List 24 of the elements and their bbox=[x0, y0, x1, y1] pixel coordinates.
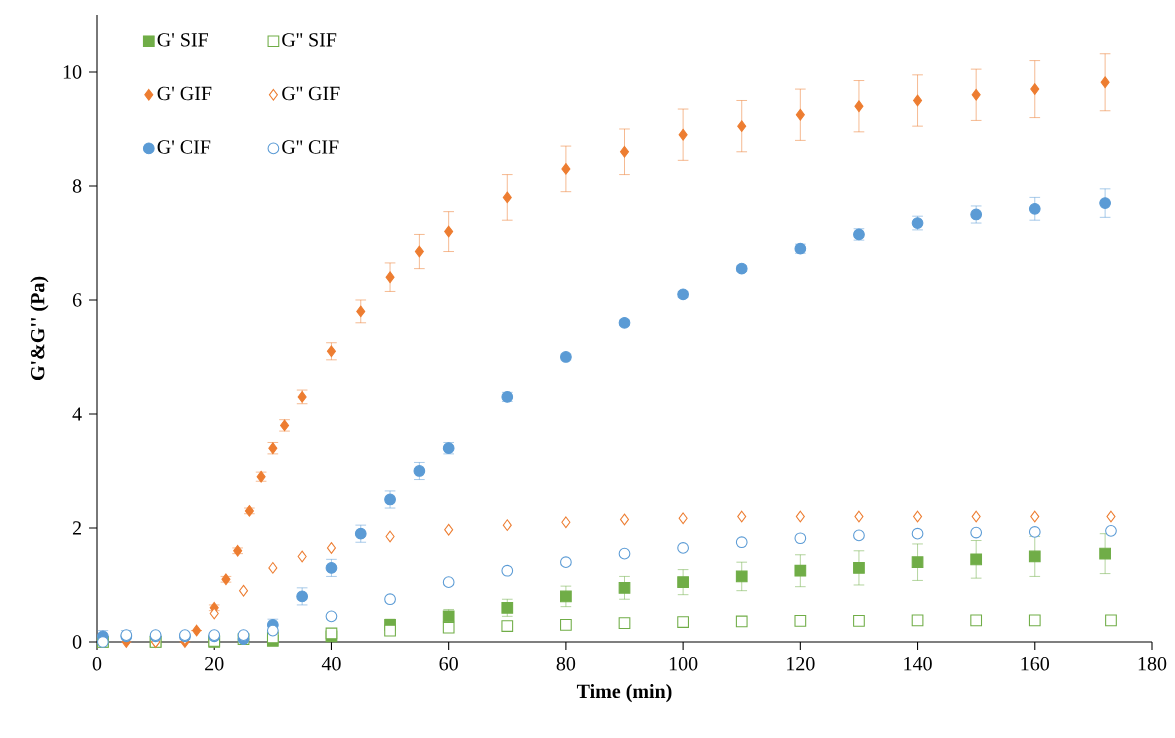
legend-label: G'' SIF bbox=[282, 33, 337, 47]
y-tick-label: 6 bbox=[72, 293, 82, 307]
y-tick-label: 4 bbox=[72, 407, 82, 421]
x-tick-label: 20 bbox=[205, 656, 224, 671]
x-tick-label: 140 bbox=[904, 656, 932, 671]
legend-label: G' CIF bbox=[157, 140, 211, 154]
x-tick-label: 180 bbox=[1138, 656, 1167, 671]
x-tick-label: 120 bbox=[787, 656, 815, 671]
x-axis-title: Time (min) bbox=[576, 684, 672, 703]
legend-label: G'' GIF bbox=[282, 86, 340, 101]
legend-label: G' GIF bbox=[157, 86, 212, 101]
legend-label: G' SIF bbox=[157, 33, 209, 47]
x-tick-label: 60 bbox=[439, 656, 458, 671]
x-tick-label: 100 bbox=[669, 656, 698, 671]
y-tick-label: 2 bbox=[72, 521, 81, 535]
y-tick-label: 8 bbox=[72, 179, 82, 193]
y-axis-title: G'&G'' (Pa) bbox=[30, 276, 49, 380]
legend-label: G'' CIF bbox=[282, 140, 339, 154]
x-tick-label: 0 bbox=[92, 656, 102, 671]
x-tick-label: 80 bbox=[556, 656, 576, 671]
x-tick-label: 40 bbox=[321, 656, 341, 671]
y-tick-label: 10 bbox=[63, 65, 82, 79]
y-tick-label: 0 bbox=[72, 635, 82, 649]
x-tick-label: 160 bbox=[1021, 656, 1050, 671]
